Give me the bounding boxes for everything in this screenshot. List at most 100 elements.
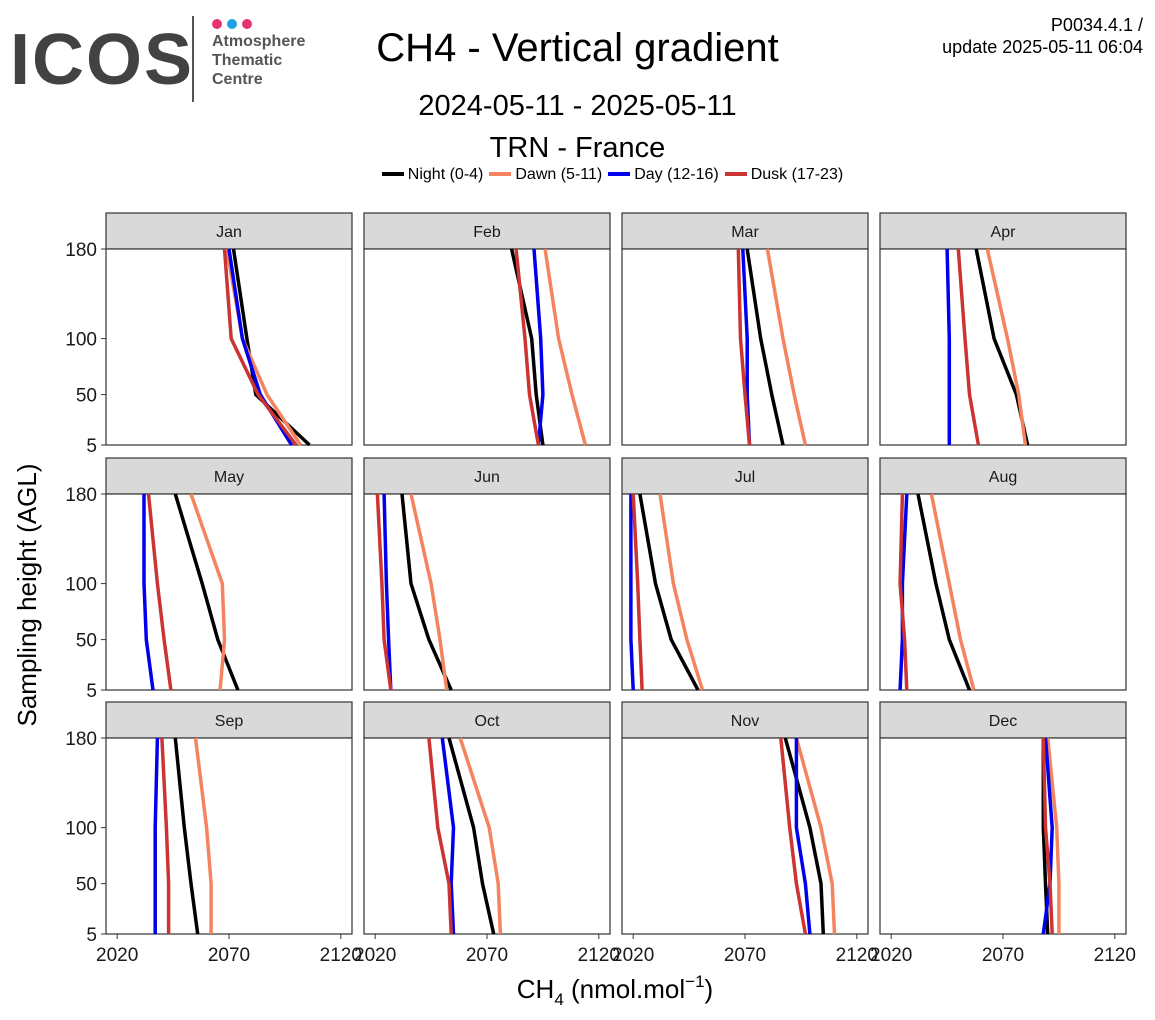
- series-line: [543, 248, 588, 446]
- y-tick-label: 50: [76, 631, 97, 652]
- facet-label: Jul: [735, 469, 755, 486]
- y-tick-label: 5: [86, 436, 97, 457]
- x-tick-label: 2070: [208, 945, 250, 966]
- x-tick-label: 2070: [982, 945, 1024, 966]
- chart-station: TRN - France: [489, 132, 666, 164]
- series-line: [638, 493, 700, 691]
- facet-label: Mar: [731, 224, 759, 241]
- series-line: [658, 493, 705, 691]
- series-line: [382, 493, 393, 691]
- icos-logo: ICOS Atmosphere Thematic Centre: [8, 12, 328, 108]
- series-line: [956, 248, 981, 446]
- series-line: [745, 248, 785, 446]
- facet-panel: [879, 248, 1127, 446]
- series-line: [458, 737, 503, 935]
- logo-line-1: Atmosphere: [212, 33, 306, 50]
- y-tick-label: 50: [76, 386, 97, 407]
- y-tick-label: 180: [65, 729, 97, 750]
- y-tick-label: 180: [65, 240, 97, 261]
- series-line: [631, 493, 644, 691]
- facet-strip: [105, 457, 353, 495]
- x-axis-title-close: ): [705, 974, 714, 1004]
- series-line: [447, 737, 496, 935]
- y-tick-label: 50: [76, 875, 97, 896]
- facet-label: Nov: [731, 713, 759, 730]
- facet-label: Jun: [474, 469, 500, 486]
- x-tick-label: 2120: [320, 945, 362, 966]
- legend-item: Night (0-4): [381, 164, 483, 186]
- series-line: [153, 737, 160, 934]
- legend-label: Dawn (5-11): [515, 166, 603, 183]
- series-line: [409, 493, 449, 691]
- facet-label: Aug: [989, 469, 1017, 486]
- series-line: [440, 737, 456, 935]
- facet-strip: [363, 212, 611, 250]
- x-tick-label: 2020: [96, 945, 138, 966]
- facet-panel: [105, 248, 353, 446]
- legend-swatch: [489, 171, 512, 176]
- y-tick-label: 100: [65, 819, 97, 840]
- y-tick-label: 180: [65, 485, 97, 506]
- logo-dots-icon: [212, 16, 257, 34]
- facet-label: Dec: [989, 713, 1017, 730]
- legend-item: Dusk (17-23): [724, 164, 844, 186]
- series-line: [400, 493, 453, 691]
- facet-panel: [105, 737, 353, 935]
- logo-line-3: Centre: [212, 71, 263, 88]
- logo-wordmark: ICOS: [10, 20, 195, 100]
- facet-label: Oct: [475, 713, 500, 730]
- logo-dot: [212, 19, 222, 29]
- facet-label: Jan: [216, 224, 242, 241]
- series-line: [427, 737, 453, 935]
- series-line: [173, 737, 200, 935]
- series-line: [193, 737, 213, 934]
- series-line: [160, 737, 171, 934]
- y-axis-title: Sampling height (AGL): [12, 463, 42, 726]
- series-line: [629, 494, 635, 691]
- facet-strip: [879, 701, 1127, 739]
- update-label: update 2025-05-11 06:04: [942, 37, 1143, 57]
- x-axis-title-sub: 4: [554, 990, 563, 1009]
- series-line: [898, 493, 909, 691]
- legend-label: Dusk (17-23): [750, 166, 844, 183]
- x-tick-label: 2020: [354, 945, 396, 966]
- x-tick-label: 2020: [612, 945, 654, 966]
- series-line: [173, 493, 240, 691]
- logo-line-2: Thematic: [212, 52, 283, 69]
- series-line: [736, 248, 752, 446]
- series-line: [189, 493, 227, 691]
- facet-label: Sep: [215, 713, 244, 730]
- legend-item: Dawn (5-11): [489, 164, 602, 186]
- facet-strip: [621, 212, 869, 250]
- series-line: [1041, 737, 1054, 935]
- series-line: [794, 737, 837, 935]
- legend-label: Day (12-16): [634, 166, 719, 183]
- logo-dot: [227, 19, 237, 29]
- x-tick-label: 2070: [724, 945, 766, 966]
- x-tick-label: 2120: [578, 945, 620, 966]
- facet-label: Feb: [473, 224, 501, 241]
- x-tick-label: 2020: [870, 945, 912, 966]
- facet-strip: [105, 212, 353, 250]
- facet-panel: [363, 493, 611, 691]
- logo-dot: [242, 19, 252, 29]
- x-axis-title: CH4 (nmol.mol−1): [517, 972, 713, 1009]
- version-label: P0034.4.1 /: [1050, 15, 1143, 35]
- series-line: [985, 248, 1028, 446]
- x-axis-title-sup: −1: [685, 972, 704, 991]
- series-line: [532, 248, 545, 446]
- facet-label: May: [214, 469, 244, 486]
- y-tick-label: 100: [65, 330, 97, 351]
- series-line: [929, 493, 976, 691]
- x-axis-title-main: CH: [517, 974, 555, 1004]
- legend-swatch: [381, 171, 404, 176]
- y-tick-label: 5: [86, 681, 97, 702]
- facet-strip: [879, 457, 1127, 495]
- series-line: [222, 248, 298, 447]
- y-tick-label: 100: [65, 575, 97, 596]
- facet-strip: [879, 212, 1127, 250]
- x-tick-label: 2120: [836, 945, 878, 966]
- series-line: [794, 738, 812, 935]
- facet-strip: [621, 701, 869, 739]
- legend-swatch: [724, 171, 747, 176]
